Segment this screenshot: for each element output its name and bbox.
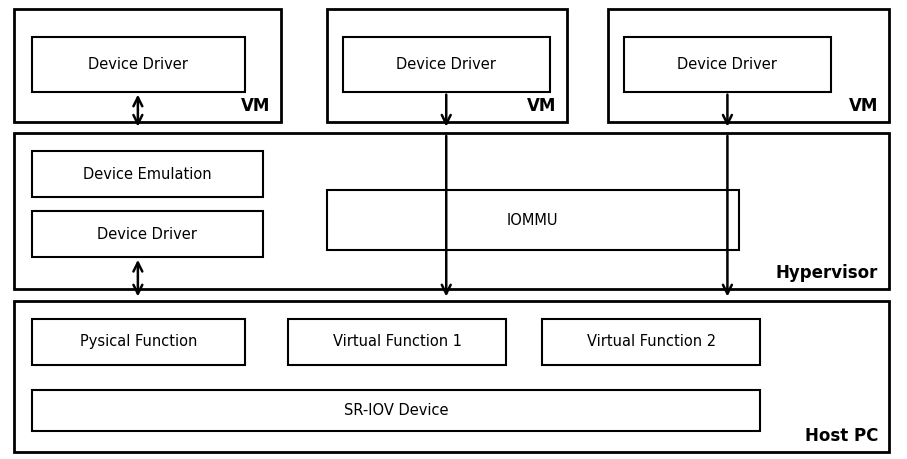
Bar [32, 37, 245, 92]
Text: Virtual Function 1: Virtual Function 1 [333, 335, 462, 349]
Text: Device Driver: Device Driver [396, 57, 496, 72]
Text: Hypervisor: Hypervisor [775, 264, 878, 282]
Bar [288, 319, 506, 365]
Bar [343, 37, 550, 92]
Bar [32, 211, 263, 257]
Bar [32, 319, 245, 365]
Text: Host PC: Host PC [805, 427, 878, 445]
Text: IOMMU: IOMMU [507, 213, 559, 228]
Bar [327, 9, 567, 122]
Text: Device Emulation: Device Emulation [83, 167, 211, 182]
Text: Device Driver: Device Driver [97, 227, 198, 241]
Bar [14, 9, 281, 122]
Text: SR-IOV Device: SR-IOV Device [344, 403, 448, 418]
Text: Pysical Function: Pysical Function [80, 335, 197, 349]
Text: Virtual Function 2: Virtual Function 2 [587, 335, 716, 349]
Text: VM: VM [241, 97, 270, 115]
Text: VM: VM [527, 97, 556, 115]
Bar [32, 390, 760, 431]
Bar [32, 151, 263, 197]
Text: VM: VM [849, 97, 878, 115]
Text: Device Driver: Device Driver [88, 57, 189, 72]
Bar [542, 319, 760, 365]
Text: Device Driver: Device Driver [678, 57, 777, 72]
Bar [608, 9, 889, 122]
Bar [14, 301, 889, 452]
Bar [624, 37, 831, 92]
Bar [14, 133, 889, 289]
Bar [327, 190, 739, 250]
